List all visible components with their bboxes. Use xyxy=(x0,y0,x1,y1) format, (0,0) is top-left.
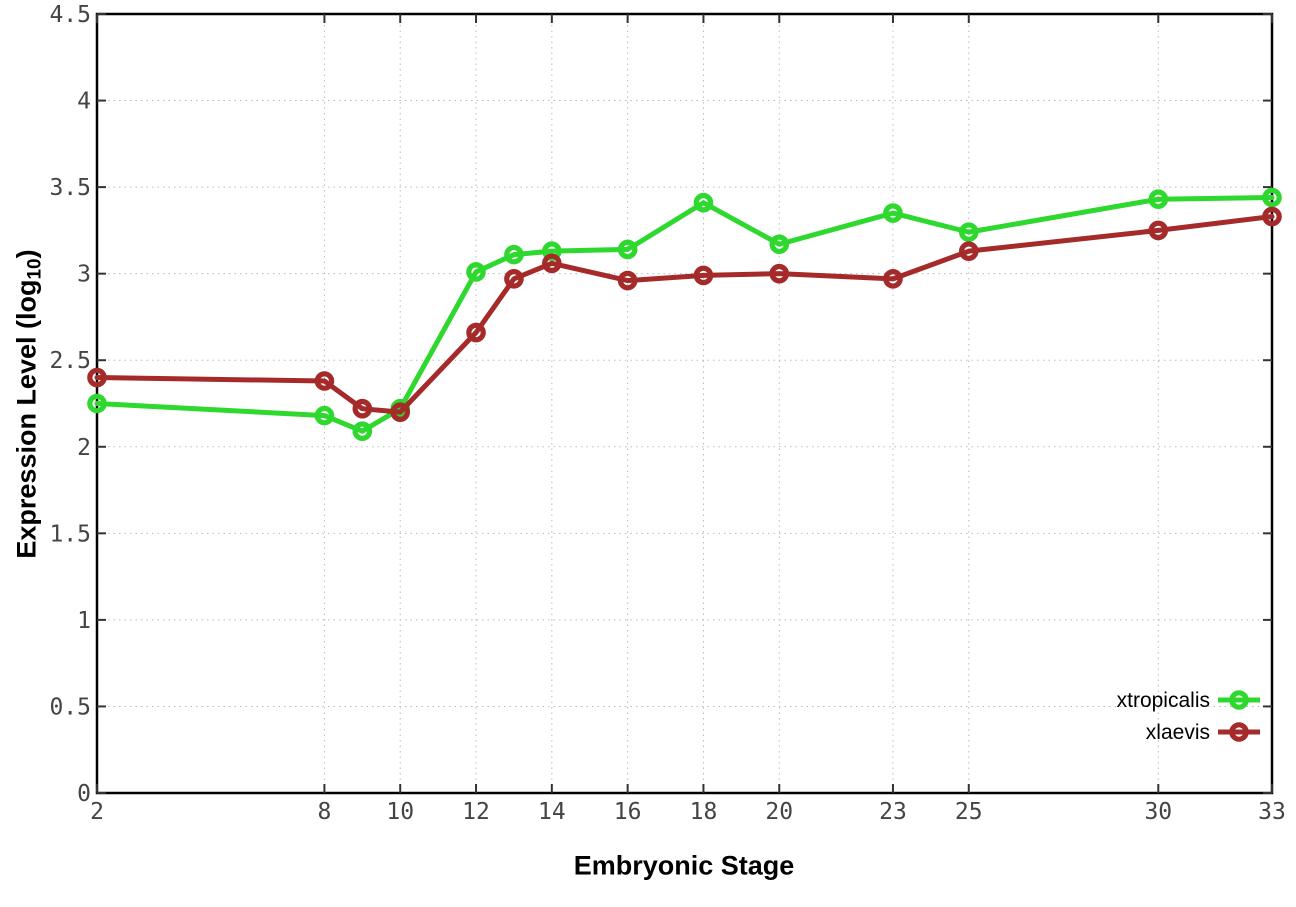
x-tick-label-30: 30 xyxy=(1144,799,1172,825)
y-axis-title-suffix: ) xyxy=(11,249,42,259)
y-tick-label-3: 3 xyxy=(77,262,91,288)
series-line-xtropicalis xyxy=(94,194,1275,434)
data-point-xlaevis-16 xyxy=(617,270,638,291)
data-point-xtropicalis-9 xyxy=(352,421,373,441)
y-axis-title-subscript: 10 xyxy=(24,258,46,280)
data-point-xlaevis-25 xyxy=(958,241,979,261)
y-tick-label-1: 1 xyxy=(77,608,91,634)
y-tick-label-4: 4 xyxy=(77,89,91,115)
legend-label-xlaevis: xlaevis xyxy=(1146,721,1210,744)
data-point-xlaevis-9 xyxy=(352,398,373,419)
data-point-xlaevis-12 xyxy=(466,322,486,343)
data-point-xlaevis-10 xyxy=(390,402,411,422)
data-point-xtropicalis-30 xyxy=(1148,189,1169,210)
y-tick-label-4.5: 4.5 xyxy=(49,2,91,28)
x-tick-label-18: 18 xyxy=(690,799,718,825)
x-tick-label-33: 33 xyxy=(1258,799,1286,825)
x-tick-label-14: 14 xyxy=(538,799,566,825)
y-tick-label-0: 0 xyxy=(77,781,91,807)
plot-border xyxy=(95,12,1274,795)
legend-label-xtropicalis: xtropicalis xyxy=(1117,689,1210,712)
x-tick-label-2: 2 xyxy=(90,799,104,825)
data-point-xtropicalis-23 xyxy=(883,203,903,223)
data-point-xtropicalis-20 xyxy=(769,234,790,255)
data-point-xtropicalis-13 xyxy=(504,244,524,265)
legend-marker-xlaevis xyxy=(1229,722,1249,742)
data-point-xlaevis-30 xyxy=(1148,220,1169,241)
data-point-xlaevis-14 xyxy=(542,253,562,274)
data-point-xtropicalis-33 xyxy=(1262,187,1282,208)
series-line-xlaevis xyxy=(94,214,1275,415)
x-tick-label-8: 8 xyxy=(317,799,331,825)
data-point-xlaevis-33 xyxy=(1262,206,1282,227)
data-point-xtropicalis-12 xyxy=(466,262,486,282)
data-point-xlaevis-23 xyxy=(883,269,903,289)
x-tick-label-16: 16 xyxy=(614,799,642,825)
x-tick-label-10: 10 xyxy=(386,799,414,825)
data-point-xlaevis-20 xyxy=(769,263,790,284)
data-point-xlaevis-18 xyxy=(693,265,714,286)
legend-marker-xtropicalis xyxy=(1229,690,1249,710)
x-tick-label-20: 20 xyxy=(765,799,793,825)
y-tick-label-2.5: 2.5 xyxy=(49,348,91,374)
data-point-xtropicalis-8 xyxy=(314,405,335,426)
y-tick-label-0.5: 0.5 xyxy=(49,694,91,720)
data-point-xtropicalis-25 xyxy=(958,222,979,242)
y-axis-title: Expression Level (log10) xyxy=(11,249,46,559)
y-axis-title-text: Expression Level (log xyxy=(11,279,42,559)
data-point-xtropicalis-2 xyxy=(87,393,107,414)
x-tick-label-12: 12 xyxy=(462,799,490,825)
x-axis-title: Embryonic Stage xyxy=(573,850,795,881)
y-tick-label-1.5: 1.5 xyxy=(49,521,91,547)
data-point-xlaevis-2 xyxy=(87,367,107,388)
y-tick-label-3.5: 3.5 xyxy=(49,175,91,201)
x-tick-label-23: 23 xyxy=(879,799,907,825)
data-point-xtropicalis-18 xyxy=(693,192,714,213)
x-tick-label-25: 25 xyxy=(955,799,983,825)
data-point-xlaevis-13 xyxy=(504,269,524,289)
data-point-xtropicalis-16 xyxy=(617,239,638,260)
data-point-xlaevis-8 xyxy=(314,371,335,391)
y-tick-label-2: 2 xyxy=(77,435,91,461)
